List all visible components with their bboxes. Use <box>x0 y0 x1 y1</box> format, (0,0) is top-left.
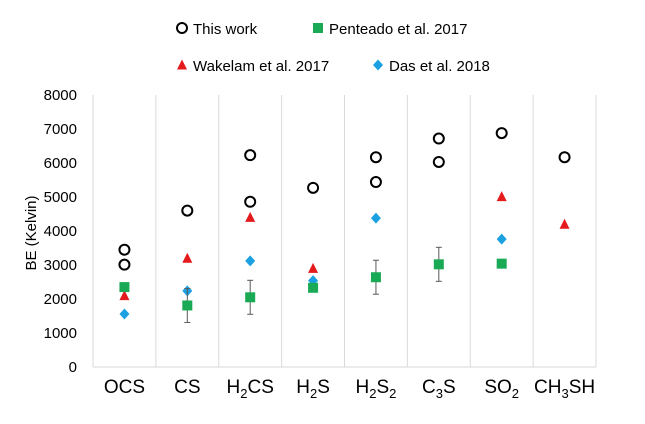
y-tick-label: 3000 <box>44 257 77 274</box>
legend-entry: Penteado et al. 2017 <box>313 21 467 38</box>
data-point-circle-open <box>369 151 382 164</box>
legend-entry: Wakelam et al. 2017 <box>177 58 329 75</box>
data-point-square <box>182 300 193 311</box>
y-tick-label: 1000 <box>44 325 77 342</box>
data-point-circle-open <box>558 151 571 164</box>
legend-marker-circle-open <box>176 22 188 34</box>
x-tick-label: H2CS <box>227 377 274 401</box>
y-axis-label: BE (Kelvin) <box>23 195 40 270</box>
x-tick-label: OCS <box>104 377 145 398</box>
data-point-square <box>433 259 444 270</box>
legend-marker-square <box>313 23 323 33</box>
y-axis: 0 1000 2000 3000 4000 5000 6000 7000 8000 <box>44 87 77 376</box>
y-tick-label: 0 <box>69 359 77 376</box>
data-point-circle-open <box>118 243 131 256</box>
legend-entry: This work <box>176 21 258 38</box>
data-points <box>118 127 571 323</box>
y-tick-label: 6000 <box>44 155 77 172</box>
data-point-circle-open <box>307 181 320 194</box>
legend-entry: Das et al. 2018 <box>373 58 490 75</box>
x-tick-label: CS <box>174 377 200 398</box>
data-point-circle-open <box>432 155 445 168</box>
y-tick-label: 8000 <box>44 87 77 104</box>
x-tick-label: SO2 <box>484 377 519 401</box>
data-point-circle-open <box>369 176 382 189</box>
data-point-circle-open <box>432 132 445 145</box>
y-tick-label: 7000 <box>44 121 77 138</box>
y-tick-label: 4000 <box>44 223 77 240</box>
legend: This work Penteado et al. 2017 Wakelam et … <box>176 21 490 75</box>
data-point-diamond <box>119 308 130 320</box>
data-point-square <box>119 282 130 293</box>
data-point-triangle <box>496 191 507 202</box>
data-point-diamond <box>245 255 256 267</box>
legend-label: Penteado et al. 2017 <box>329 21 467 38</box>
x-axis: OCS CS H2CS H2S H2S2 C3S SO2 CH3SH <box>104 377 595 401</box>
y-tick-label: 5000 <box>44 189 77 206</box>
legend-label: This work <box>193 21 258 38</box>
data-point-triangle <box>245 211 256 222</box>
x-tick-label: H2S <box>296 377 330 401</box>
y-tick-label: 2000 <box>44 291 77 308</box>
data-point-circle-open <box>244 195 257 208</box>
data-point-diamond <box>370 212 381 224</box>
legend-marker-diamond <box>373 59 383 71</box>
data-point-triangle <box>559 218 570 229</box>
x-tick-label: H2S2 <box>355 377 396 401</box>
data-point-triangle <box>119 290 130 301</box>
legend-label: Das et al. 2018 <box>389 58 490 75</box>
data-point-square <box>245 292 256 303</box>
data-point-circle-open <box>118 258 131 271</box>
data-point-diamond <box>496 233 507 245</box>
legend-label: Wakelam et al. 2017 <box>193 58 329 75</box>
data-point-circle-open <box>495 127 508 140</box>
legend-marker-triangle <box>177 59 187 70</box>
data-point-square <box>370 272 381 283</box>
x-tick-label: C3S <box>422 377 456 401</box>
data-point-square <box>308 282 319 293</box>
data-point-square <box>496 258 507 269</box>
category-gridlines <box>92 95 597 368</box>
x-tick-label: CH3SH <box>534 377 595 401</box>
data-point-circle-open <box>244 149 257 162</box>
data-point-triangle <box>182 252 193 263</box>
data-point-triangle <box>308 262 319 273</box>
data-point-circle-open <box>181 204 194 217</box>
